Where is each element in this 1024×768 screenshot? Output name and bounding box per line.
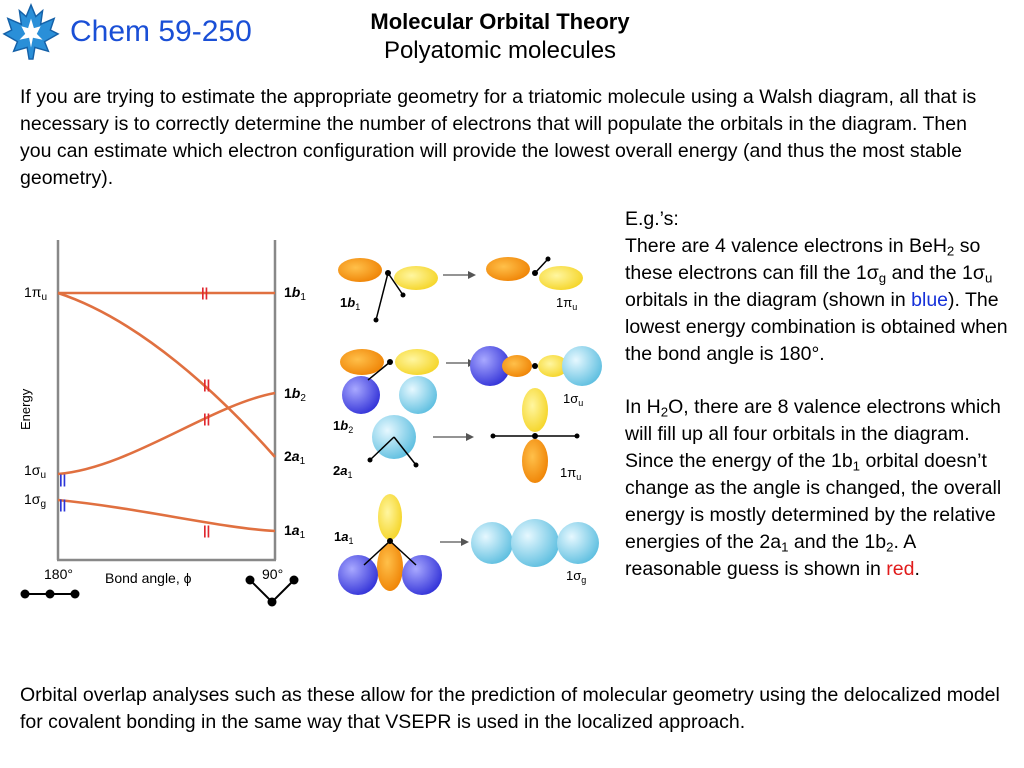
label-1b2: 1b2 <box>284 385 306 404</box>
orbital-1sigma-u <box>470 346 602 386</box>
label-row1-left: 1b1 <box>340 295 360 312</box>
label-row4-right: 1σg <box>566 568 586 585</box>
orbital-1b1 <box>338 258 438 323</box>
arrow-icon <box>440 538 469 546</box>
curve-1sigma-g-to-1a1 <box>57 498 276 533</box>
maple-leaf-logo <box>2 3 60 60</box>
title-block: Molecular Orbital Theory Polyatomic mole… <box>260 8 740 66</box>
pair-1sigma-g: || <box>59 497 66 512</box>
label-2a1: 2a1 <box>284 448 306 467</box>
orbital-1pi-u-bent <box>486 256 583 290</box>
energy-axis-label: Energy <box>18 388 33 430</box>
red-highlight: red <box>886 557 915 580</box>
label-1pi-u: 1πu <box>24 284 47 303</box>
label-1a1: 1a1 <box>284 522 306 541</box>
page-subtitle: Polyatomic molecules <box>383 36 617 64</box>
angle-90: 90° <box>262 566 283 582</box>
pair-1b2: || <box>203 411 210 426</box>
walsh-diagram: || || || || || || Energy 1πu 1σu 1σg 1b1… <box>18 240 306 607</box>
curve-1sigma-u-to-1b2 <box>57 391 276 476</box>
linear-molecule-icon <box>20 589 80 599</box>
bond-angle-label: Bond angle, ϕ <box>105 570 192 586</box>
examples-heading: E.g.’s: <box>625 208 679 230</box>
label-row1-right: 1πu <box>556 295 577 312</box>
arrow-icon <box>433 433 474 441</box>
conclusion-paragraph: Orbital overlap analyses such as these a… <box>20 684 1000 733</box>
orbital-2a1-bent <box>367 415 419 468</box>
page-title: Molecular Orbital Theory <box>370 9 630 34</box>
arrow-icon <box>443 271 476 279</box>
angle-180: 180° <box>44 566 73 582</box>
example-beh2: There are 4 valence electrons in BeH2 so… <box>625 234 1008 365</box>
examples-text: E.g.’s: There are 4 valence electrons in… <box>625 206 1010 583</box>
orbital-1a1 <box>338 494 442 595</box>
label-row3-bottom: 2a1 <box>333 463 352 480</box>
label-row4-left: 1a1 <box>334 529 353 546</box>
orbital-1b2-bent-lobes <box>340 349 439 414</box>
bent-molecule-icon <box>245 575 299 607</box>
pair-2a1: || <box>203 377 210 392</box>
pair-1sigma-u: || <box>59 472 66 487</box>
label-1sigma-g: 1σg <box>24 491 46 510</box>
orbital-1sigma-g <box>471 519 599 567</box>
label-row3-right: 1πu <box>560 465 581 482</box>
blue-highlight: blue <box>911 288 949 311</box>
course-code: Chem 59-250 <box>70 15 252 48</box>
label-row2-right: 1σu <box>563 391 583 408</box>
curve-1pi-u-to-2a1 <box>57 291 276 458</box>
example-h2o: In H2O, there are 8 valence electrons wh… <box>625 396 1002 580</box>
orbital-1pi-u-linear <box>490 388 580 483</box>
orbital-diagrams: 1b1 1πu 1σu 1b2 2a1 <box>333 256 602 595</box>
label-1b1: 1b1 <box>284 284 306 303</box>
pair-1b1: || <box>201 285 208 300</box>
label-1sigma-u: 1σu <box>24 462 46 481</box>
intro-paragraph: If you are trying to estimate the approp… <box>20 86 977 189</box>
label-row3-top: 1b2 <box>333 418 353 435</box>
pair-1a1: || <box>203 523 210 538</box>
